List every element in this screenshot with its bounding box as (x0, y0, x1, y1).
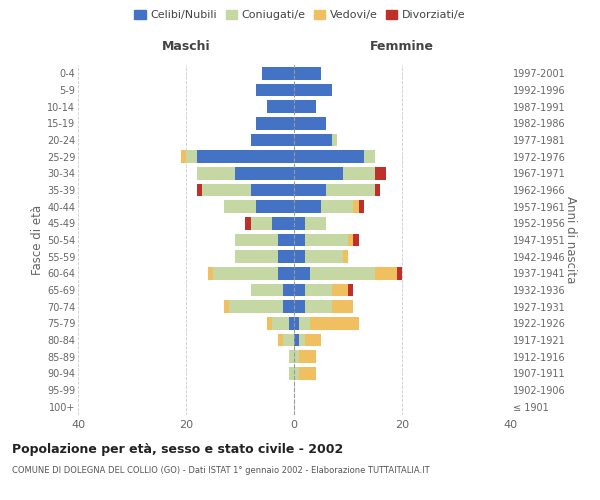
Bar (364, 150, 375, 163)
Bar (294, 134, 332, 146)
Bar (197, 167, 235, 179)
Bar (294, 84, 332, 96)
Bar (343, 250, 348, 263)
Bar (359, 200, 364, 213)
Bar (283, 334, 294, 346)
Bar (208, 267, 213, 280)
Bar (294, 334, 299, 346)
Bar (294, 234, 305, 246)
Bar (278, 250, 294, 263)
Bar (267, 317, 272, 330)
Bar (299, 367, 316, 380)
Bar (375, 167, 386, 179)
Bar (310, 267, 375, 280)
Bar (251, 284, 283, 296)
Bar (262, 67, 294, 80)
Bar (294, 300, 305, 313)
Bar (272, 317, 289, 330)
Bar (181, 150, 186, 163)
Bar (305, 334, 321, 346)
Bar (397, 267, 402, 280)
Y-axis label: Anni di nascita: Anni di nascita (564, 196, 577, 284)
Bar (321, 200, 353, 213)
Bar (343, 167, 375, 179)
Bar (294, 184, 326, 196)
Bar (213, 267, 278, 280)
Bar (299, 334, 305, 346)
Y-axis label: Fasce di età: Fasce di età (31, 205, 44, 275)
Bar (197, 150, 294, 163)
Bar (332, 300, 353, 313)
Bar (278, 267, 294, 280)
Text: COMUNE DI DOLEGNA DEL COLLIO (GO) - Dati ISTAT 1° gennaio 2002 - Elaborazione TU: COMUNE DI DOLEGNA DEL COLLIO (GO) - Dati… (12, 466, 430, 475)
Bar (278, 334, 283, 346)
Bar (251, 217, 272, 230)
Bar (294, 100, 316, 113)
Legend: Celibi/Nubili, Coniugati/e, Vedovi/e, Divorziati/e: Celibi/Nubili, Coniugati/e, Vedovi/e, Di… (130, 6, 470, 25)
Bar (289, 350, 294, 363)
Bar (299, 350, 316, 363)
Bar (245, 217, 251, 230)
Bar (305, 284, 332, 296)
Bar (283, 284, 294, 296)
Bar (186, 150, 197, 163)
Bar (224, 300, 229, 313)
Bar (348, 284, 353, 296)
Bar (294, 284, 305, 296)
Text: Maschi: Maschi (161, 40, 211, 54)
Bar (353, 200, 359, 213)
Bar (294, 267, 310, 280)
Bar (294, 67, 321, 80)
Bar (294, 217, 305, 230)
Bar (278, 234, 294, 246)
Bar (375, 267, 397, 280)
Bar (289, 367, 294, 380)
Bar (305, 234, 348, 246)
Bar (224, 200, 256, 213)
Bar (256, 200, 294, 213)
Bar (305, 250, 343, 263)
Bar (267, 100, 294, 113)
Bar (229, 300, 283, 313)
Bar (235, 250, 278, 263)
Bar (251, 184, 294, 196)
Bar (332, 134, 337, 146)
Bar (299, 317, 310, 330)
Bar (375, 184, 380, 196)
Bar (197, 184, 202, 196)
Bar (305, 217, 326, 230)
Bar (294, 317, 299, 330)
Bar (294, 200, 321, 213)
Bar (326, 184, 375, 196)
Bar (332, 284, 348, 296)
Bar (294, 350, 299, 363)
Bar (294, 250, 305, 263)
Bar (283, 300, 294, 313)
Bar (294, 150, 364, 163)
Bar (256, 84, 294, 96)
Bar (348, 234, 353, 246)
Bar (235, 234, 278, 246)
Bar (256, 117, 294, 130)
Bar (305, 300, 332, 313)
Text: Femmine: Femmine (370, 40, 434, 54)
Bar (310, 317, 359, 330)
Bar (272, 217, 294, 230)
Bar (202, 184, 251, 196)
Bar (289, 317, 294, 330)
Text: Popolazione per età, sesso e stato civile - 2002: Popolazione per età, sesso e stato civil… (12, 442, 343, 456)
Bar (294, 117, 326, 130)
Bar (353, 234, 359, 246)
Bar (294, 167, 343, 179)
Bar (235, 167, 294, 179)
Bar (251, 134, 294, 146)
Bar (294, 367, 299, 380)
